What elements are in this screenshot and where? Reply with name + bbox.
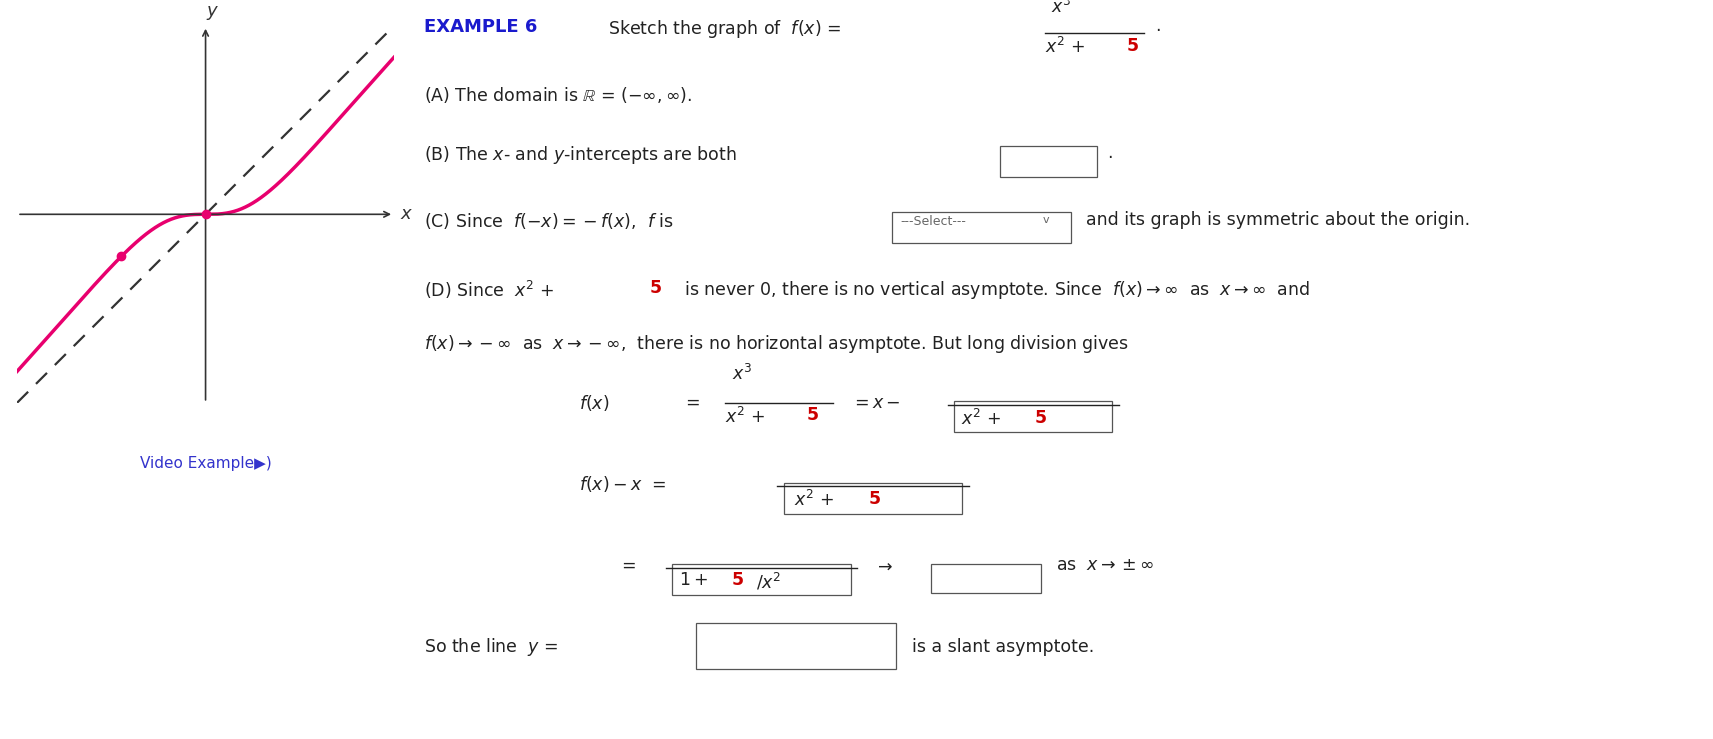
Text: $\mathbf{5}$: $\mathbf{5}$	[730, 571, 743, 589]
Text: $x^3$: $x^3$	[731, 364, 752, 384]
Text: $x^2$ +: $x^2$ +	[961, 409, 1002, 429]
Text: $f(x)$: $f(x)$	[579, 392, 610, 413]
Text: is never 0, there is no vertical asymptote. Since  $f(x) \to \infty$  as  $x \to: is never 0, there is no vertical asympto…	[678, 279, 1310, 302]
Text: EXAMPLE 6: EXAMPLE 6	[425, 18, 538, 36]
Bar	[783, 483, 963, 514]
Text: (D) Since  $x^2$ +: (D) Since $x^2$ +	[425, 279, 557, 302]
Text: $x^2$ +: $x^2$ +	[725, 406, 767, 426]
Bar	[695, 623, 896, 669]
Text: $x$: $x$	[399, 205, 413, 223]
Text: .: .	[1107, 144, 1112, 162]
Text: and its graph is symmetric about the origin.: and its graph is symmetric about the ori…	[1086, 211, 1470, 228]
Bar	[932, 564, 1042, 593]
Text: ---Select---: ---Select---	[899, 215, 966, 228]
Text: $f(x) - x$  =: $f(x) - x$ =	[579, 474, 666, 494]
Text: $\mathbf{5}$: $\mathbf{5}$	[1035, 409, 1047, 426]
Text: $x^2$ +: $x^2$ +	[793, 490, 836, 510]
Text: So the line  $y$ =: So the line $y$ =	[425, 636, 558, 658]
Text: Sketch the graph of  $f(x)$ =: Sketch the graph of $f(x)$ =	[608, 18, 841, 41]
Text: $1 + $: $1 + $	[678, 571, 707, 589]
Text: $f(x) \to -\infty$  as  $x \to -\infty$,  there is no horizontal asymptote. But : $f(x) \to -\infty$ as $x \to -\infty$, t…	[425, 333, 1129, 355]
Text: $\mathbf{5}$: $\mathbf{5}$	[805, 406, 819, 424]
Text: is a slant asymptote.: is a slant asymptote.	[911, 638, 1095, 655]
Text: =: =	[620, 556, 636, 574]
Text: $\to$: $\to$	[874, 556, 892, 574]
Bar	[892, 212, 1071, 243]
Text: v: v	[1042, 215, 1048, 225]
Text: $x^2$ +: $x^2$ +	[1045, 37, 1086, 57]
Bar	[954, 401, 1112, 432]
Text: $= x -$: $= x -$	[851, 394, 901, 412]
Text: (B) The $x$- and $y$-intercepts are both: (B) The $x$- and $y$-intercepts are both	[425, 144, 737, 166]
Text: $/x^2$: $/x^2$	[757, 571, 781, 593]
Text: $y$: $y$	[207, 4, 219, 22]
Text: $x^3$: $x^3$	[1052, 0, 1072, 17]
Bar	[1000, 146, 1096, 177]
Text: =: =	[685, 394, 701, 412]
Text: .: .	[1155, 17, 1160, 35]
Text: $\mathbf{5}$: $\mathbf{5}$	[1127, 37, 1139, 55]
Text: Video Example▶): Video Example▶)	[140, 455, 271, 471]
Text: (A) The domain is $\mathbb{R}$ = $(-\infty, \infty)$.: (A) The domain is $\mathbb{R}$ = $(-\inf…	[425, 85, 692, 105]
Text: $\mathbf{5}$: $\mathbf{5}$	[868, 490, 880, 508]
Bar	[673, 564, 851, 595]
Text: $\mathbf{5}$: $\mathbf{5}$	[649, 279, 661, 297]
Text: (C) Since  $f(-x) = -f(x)$,  $f$ is: (C) Since $f(-x) = -f(x)$, $f$ is	[425, 211, 673, 231]
Text: as  $x \to \pm\infty$: as $x \to \pm\infty$	[1057, 556, 1155, 574]
